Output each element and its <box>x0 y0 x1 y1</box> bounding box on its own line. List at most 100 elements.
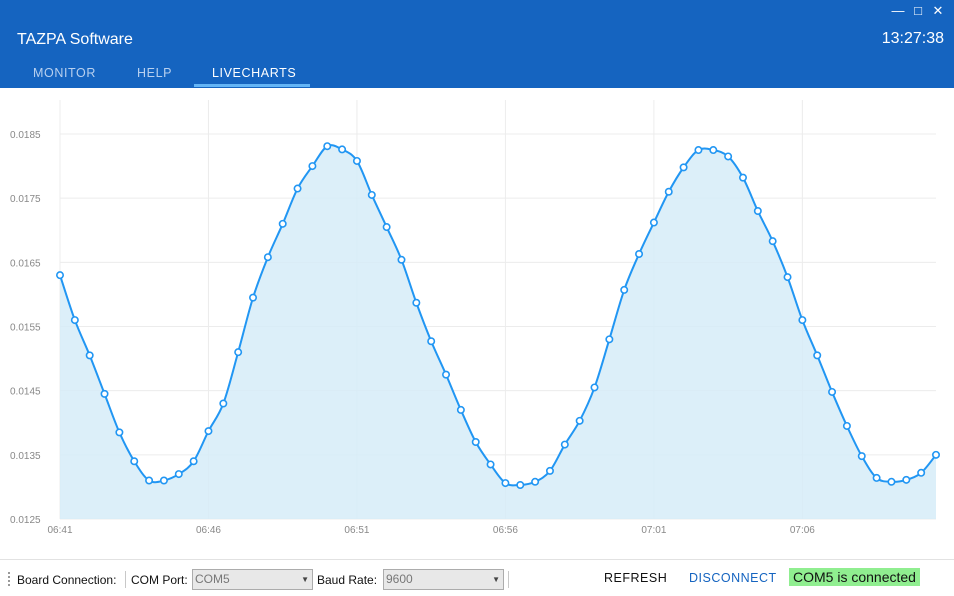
data-point <box>352 156 361 165</box>
live-chart: 0.0185 0.0175 0.0165 0.0155 0.0145 0.0135 0.01… <box>0 88 954 558</box>
separator <box>508 571 509 588</box>
data-point <box>85 351 94 360</box>
data-point <box>471 437 480 446</box>
minimize-icon[interactable]: — <box>891 3 905 18</box>
data-point <box>456 405 465 414</box>
com-port-label: COM Port: <box>131 573 188 587</box>
data-point <box>887 477 896 486</box>
tab-livecharts[interactable]: LIVECHARTS <box>212 66 297 80</box>
x-tick-label: 07:01 <box>641 525 666 536</box>
connection-status-badge: COM5 is connected <box>789 568 920 586</box>
clock: 13:27:38 <box>881 30 944 47</box>
data-point <box>219 399 228 408</box>
data-point <box>649 218 658 227</box>
x-tick-label: 06:46 <box>196 525 221 536</box>
baud-rate-value: 9600 <box>386 572 413 586</box>
separator <box>125 571 126 588</box>
data-point <box>70 316 79 325</box>
y-tick-label: 0.0135 <box>10 451 41 462</box>
data-point <box>590 383 599 392</box>
data-point <box>367 190 376 199</box>
data-point <box>783 273 792 282</box>
data-point <box>130 457 139 466</box>
toolbar-grip-icon[interactable] <box>8 572 12 586</box>
data-point <box>857 452 866 461</box>
data-point <box>189 457 198 466</box>
data-point <box>709 146 718 155</box>
data-point <box>902 475 911 484</box>
data-point <box>442 370 451 379</box>
data-point <box>338 145 347 154</box>
baud-rate-select[interactable]: 9600 ▼ <box>383 569 504 590</box>
y-tick-label: 0.0185 <box>10 130 41 141</box>
data-point <box>575 416 584 425</box>
y-tick-label: 0.0175 <box>10 194 41 205</box>
data-point <box>293 184 302 193</box>
x-tick-label: 06:51 <box>344 525 369 536</box>
data-point <box>664 187 673 196</box>
chevron-down-icon: ▼ <box>301 575 309 584</box>
title-bar: — □ ✕ TAZPA Software 13:27:38 MONITOR HE… <box>0 0 954 88</box>
data-point <box>427 337 436 346</box>
baud-rate-label: Baud Rate: <box>317 573 378 587</box>
data-point <box>560 440 569 449</box>
active-tab-indicator <box>194 84 310 87</box>
data-point <box>931 450 940 459</box>
close-icon[interactable]: ✕ <box>932 3 944 18</box>
data-point <box>159 476 168 485</box>
data-point <box>204 427 213 436</box>
data-point <box>828 387 837 396</box>
status-bar: Board Connection: COM Port: COM5 ▼ Baud … <box>0 559 954 596</box>
y-tick-label: 0.0165 <box>10 258 41 269</box>
board-connection-label: Board Connection: <box>17 573 117 587</box>
data-point <box>115 428 124 437</box>
data-point <box>872 473 881 482</box>
data-point <box>724 152 733 161</box>
data-point <box>545 466 554 475</box>
data-point <box>798 316 807 325</box>
refresh-button[interactable]: REFRESH <box>604 571 668 585</box>
x-tick-label: 07:06 <box>790 525 815 536</box>
data-point <box>174 470 183 479</box>
data-point <box>620 285 629 294</box>
y-tick-label: 0.0155 <box>10 323 41 334</box>
chevron-down-icon: ▼ <box>492 575 500 584</box>
data-point <box>323 142 332 151</box>
disconnect-button[interactable]: DISCONNECT <box>689 571 777 585</box>
chart-svg: 0.0185 0.0175 0.0165 0.0155 0.0145 0.0135 0.01… <box>10 100 940 536</box>
data-point <box>145 476 154 485</box>
maximize-icon[interactable]: □ <box>914 3 922 18</box>
data-point <box>382 223 391 232</box>
data-point <box>278 219 287 228</box>
data-point <box>842 421 851 430</box>
tab-help[interactable]: HELP <box>137 66 173 80</box>
data-point <box>100 389 109 398</box>
y-tick-label: 0.0145 <box>10 387 41 398</box>
data-point <box>308 162 317 171</box>
data-point <box>531 477 540 486</box>
data-point <box>55 271 64 280</box>
series-area-fill <box>60 145 936 520</box>
data-point <box>738 173 747 182</box>
data-point <box>397 255 406 264</box>
data-point <box>813 351 822 360</box>
data-point <box>679 163 688 172</box>
x-tick-label: 06:56 <box>493 525 518 536</box>
data-point <box>753 207 762 216</box>
data-point <box>768 237 777 246</box>
data-point <box>263 253 272 262</box>
data-point <box>635 249 644 258</box>
data-point <box>516 480 525 489</box>
data-point <box>234 348 243 357</box>
data-point <box>501 479 510 488</box>
com-port-value: COM5 <box>195 572 230 586</box>
data-point <box>249 293 258 302</box>
data-point <box>917 468 926 477</box>
x-tick-label: 06:41 <box>47 525 72 536</box>
data-point <box>486 460 495 469</box>
data-point <box>412 298 421 307</box>
com-port-select[interactable]: COM5 ▼ <box>192 569 313 590</box>
tab-monitor[interactable]: MONITOR <box>33 66 96 80</box>
data-point <box>694 146 703 155</box>
app-title: TAZPA Software <box>17 31 133 48</box>
